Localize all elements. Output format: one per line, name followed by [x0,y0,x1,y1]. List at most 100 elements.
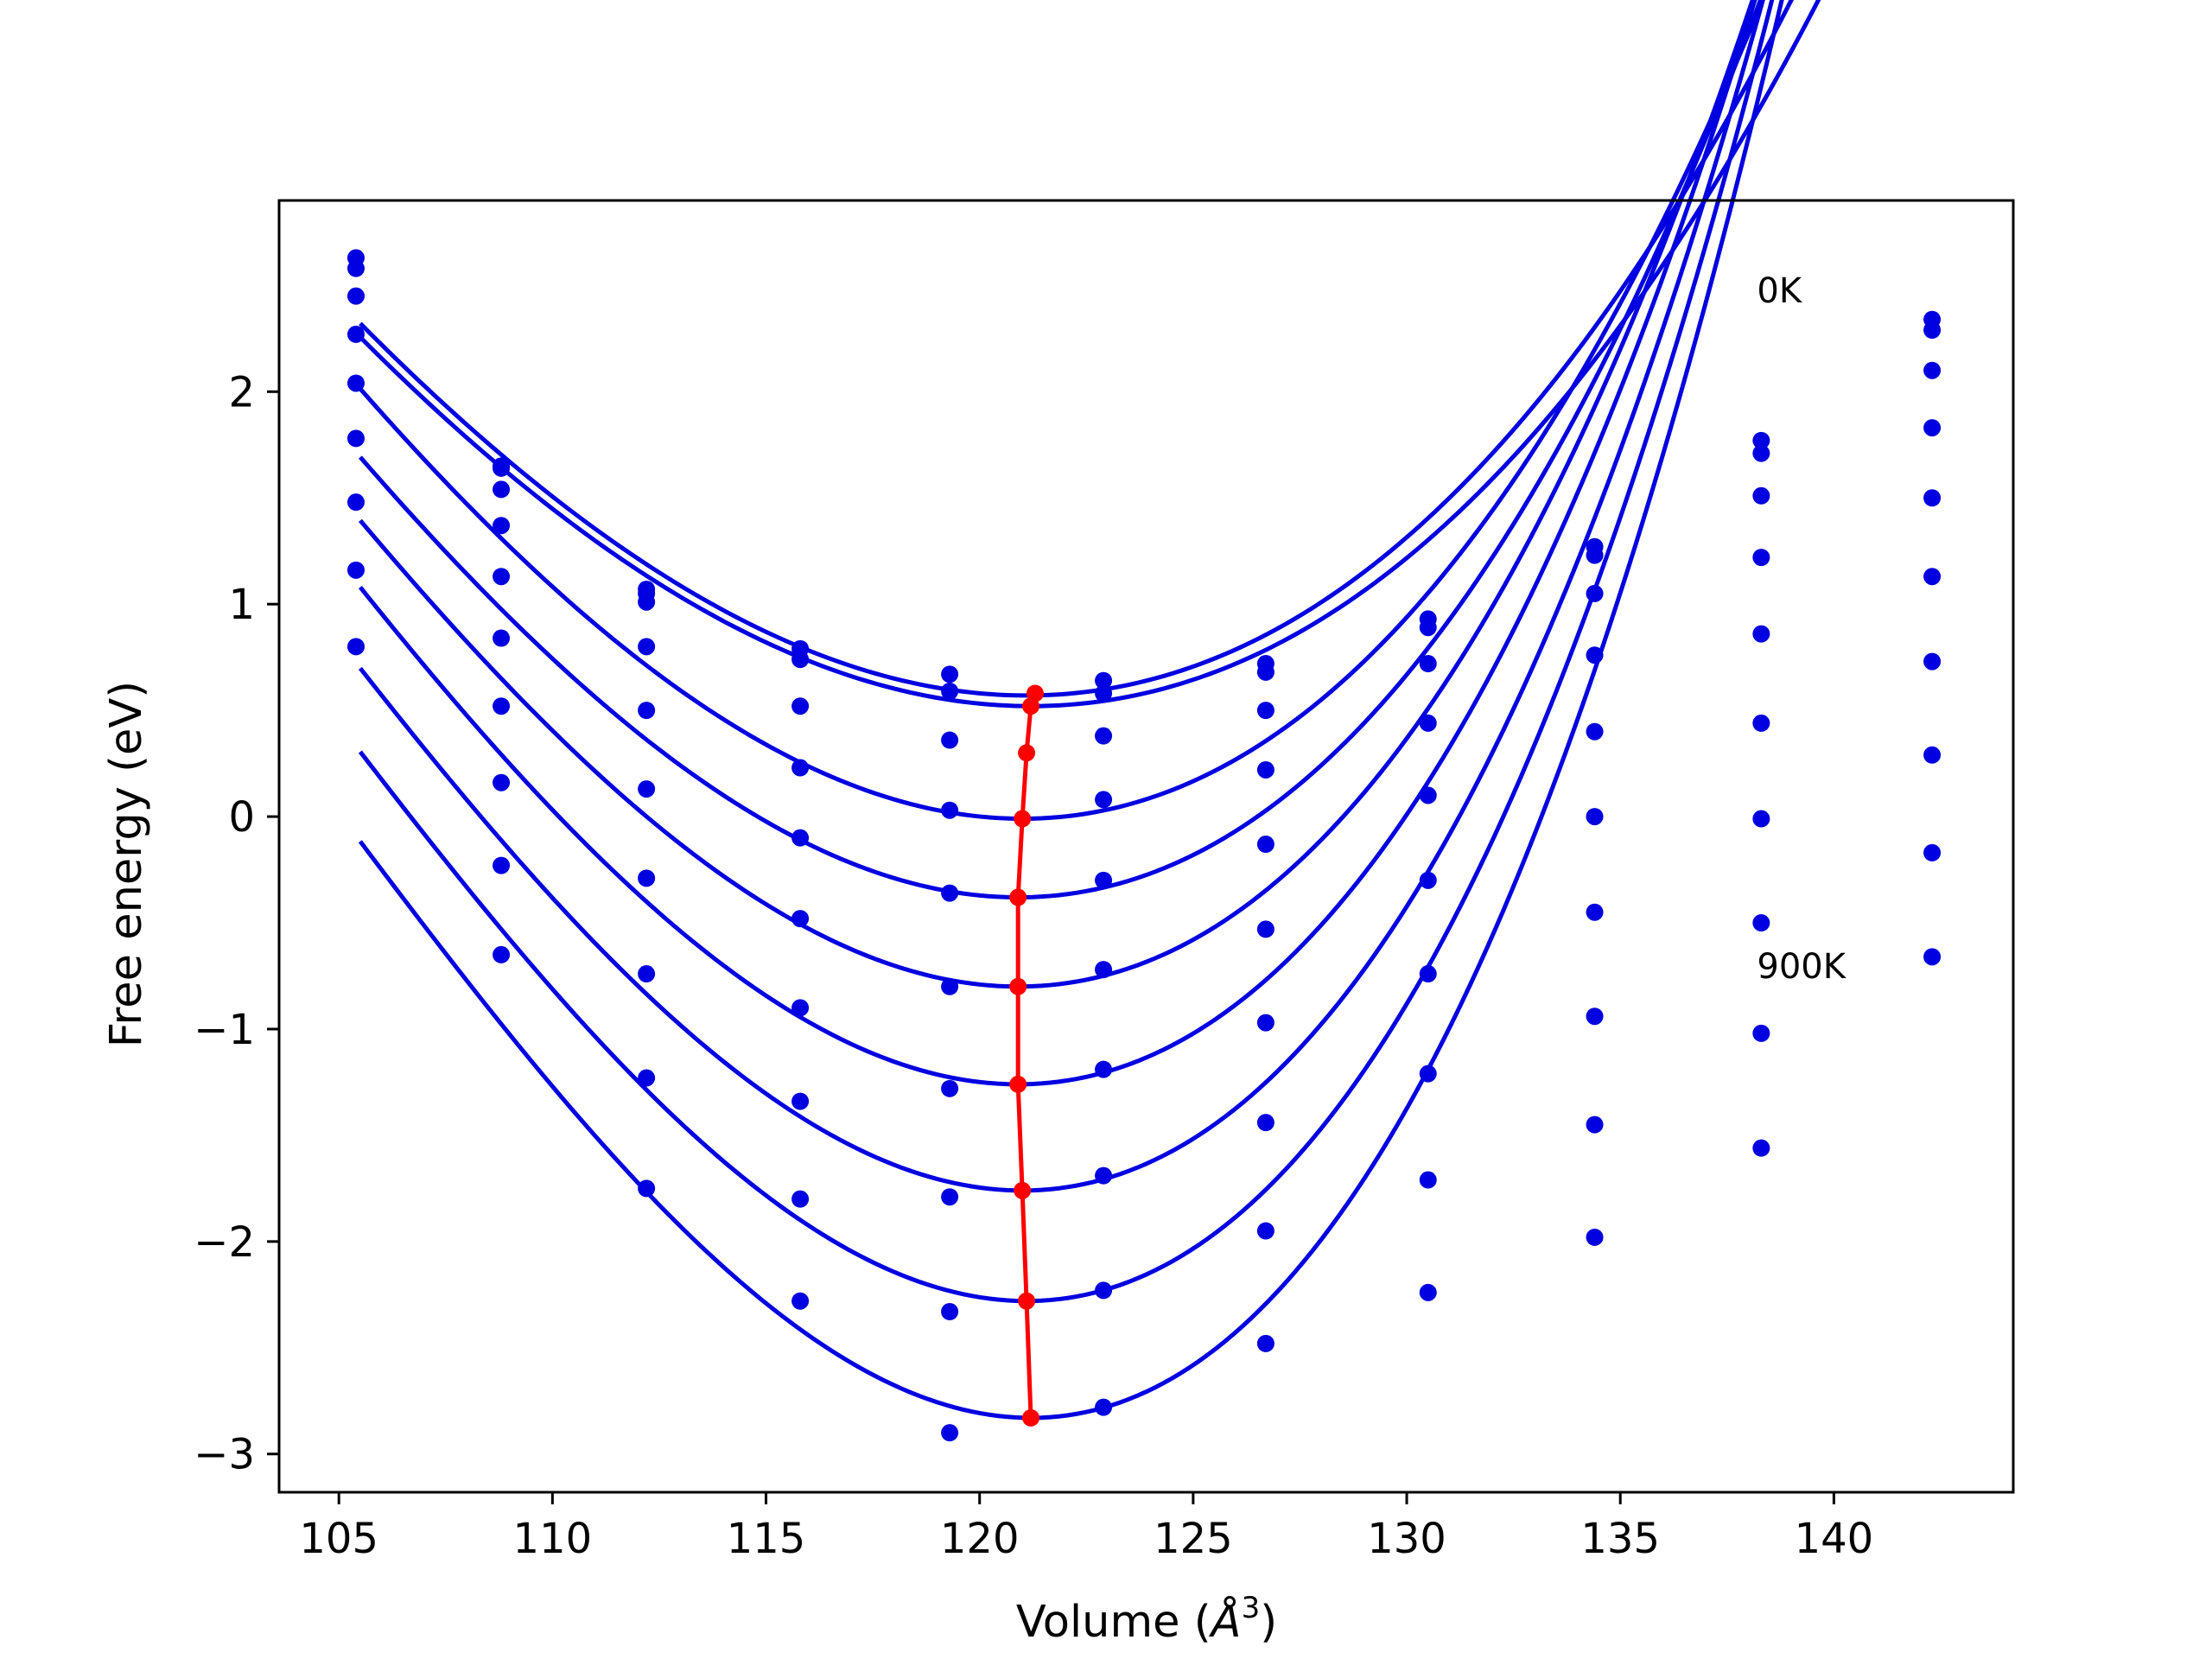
axes-frame [277,199,2015,1494]
data-point-s8-6 [1095,1166,1113,1185]
data-point-s4-10 [1752,549,1770,567]
data-point-s10-2 [493,945,511,963]
data-point-s10-6 [1095,1398,1113,1416]
data-point-s8-8 [1419,1065,1437,1083]
data-point-s5-3 [638,702,656,720]
data-point-s3-4 [791,697,810,715]
data-point-s9-7 [1256,1222,1274,1240]
data-point-s3-10 [1752,486,1770,505]
x-tick-label-115: 115 [727,1515,806,1563]
y-tick-label-1: −2 [194,1218,255,1267]
data-point-s4-9 [1586,646,1604,664]
data-point-s2-10 [1752,444,1770,462]
minimum-point-6 [1009,977,1027,995]
x-axis-label: Volume (Å3) [1016,1591,1277,1648]
data-point-s4-2 [493,517,511,535]
data-point-s1-10 [1752,431,1770,449]
data-point-s6-1 [346,429,365,448]
data-point-s10-5 [941,1424,959,1442]
data-point-s3-6 [1095,727,1113,745]
y-tick-label-3: 0 [228,793,255,842]
data-point-s9-11 [1923,843,1942,861]
data-point-s5-11 [1923,489,1942,507]
data-point-s10-9 [1586,1228,1604,1246]
data-point-s2-6 [1095,684,1113,702]
minimum-point-3 [1018,744,1036,762]
data-point-s7-6 [1095,1060,1113,1078]
minimum-point-7 [1009,1075,1027,1093]
y-tick-label-2: −1 [194,1006,255,1054]
data-point-s10-7 [1256,1334,1274,1352]
data-point-s3-9 [1586,584,1604,602]
y-tick-label-5: 2 [228,368,255,416]
data-point-s5-10 [1752,625,1770,643]
data-point-s9-5 [941,1302,959,1320]
data-point-s2-5 [941,683,959,701]
data-point-s8-2 [493,773,511,791]
data-point-s2-2 [493,459,511,477]
data-point-s4-4 [791,759,810,777]
data-point-s4-3 [638,638,656,656]
data-point-s9-10 [1752,1024,1770,1042]
data-point-s9-6 [1095,1281,1113,1300]
data-point-s9-1 [346,638,365,656]
data-point-s7-11 [1923,652,1942,671]
data-point-s6-10 [1752,714,1770,732]
data-point-s7-3 [638,869,656,887]
data-point-s6-7 [1256,920,1274,938]
data-point-s7-5 [941,1079,959,1097]
data-point-s4-5 [941,801,959,819]
data-point-s4-11 [1923,419,1942,437]
data-point-s1-5 [941,665,959,683]
data-point-s5-1 [346,374,365,392]
data-point-s8-11 [1923,746,1942,764]
x-tick-label-120: 120 [940,1515,1020,1563]
fit-curve-6 [358,0,1758,1087]
annotation-900k: 900K [1757,947,1847,987]
x-tick-label-110: 110 [513,1515,593,1563]
data-point-s10-10 [1752,1139,1770,1157]
data-point-s6-9 [1586,808,1604,826]
data-point-s7-8 [1419,965,1437,983]
minimum-point-9 [1018,1292,1036,1310]
fit-curve-5 [359,0,1755,989]
fit-curve-8 [358,0,1775,1304]
data-point-s3-3 [638,593,656,611]
data-point-s10-11 [1923,948,1942,966]
data-point-s8-7 [1256,1114,1274,1132]
data-point-s4-8 [1419,714,1437,732]
data-point-s3-1 [346,287,365,305]
data-point-s9-4 [791,1190,810,1208]
plot-area [346,0,1942,1442]
fit-curve-1 [359,0,1794,698]
minimum-point-4 [1014,810,1032,828]
x-tick-label-140: 140 [1795,1515,1874,1563]
minimum-point-10 [1022,1408,1040,1427]
x-tick-label-135: 135 [1580,1515,1660,1563]
data-point-s2-9 [1586,546,1604,564]
data-point-s1-6 [1095,671,1113,690]
data-point-s7-1 [346,493,365,512]
data-point-s9-2 [493,856,511,874]
data-point-s8-5 [941,1188,959,1206]
data-point-s5-4 [791,829,810,847]
data-point-s10-3 [638,1179,656,1198]
axes: 105 110 115 120 125 130 135 140 −3 −2 −1 0 1 2 [194,199,2015,1563]
data-point-s4-7 [1256,760,1274,779]
data-point-s5-7 [1256,836,1274,854]
x-tick-label-105: 105 [299,1515,378,1563]
fit-curve-3 [359,0,1765,822]
y-axis-label: Free energy (eV) [101,681,152,1047]
fit-curve-7 [358,0,1765,1193]
minimum-point-2 [1022,697,1040,715]
x-tick-label-130: 130 [1367,1515,1446,1563]
data-point-s6-2 [493,629,511,647]
data-point-s8-10 [1752,914,1770,932]
data-point-s5-8 [1419,786,1437,804]
data-point-s10-4 [791,1292,810,1310]
data-point-s9-9 [1586,1116,1604,1134]
data-point-s7-9 [1586,903,1604,921]
minimum-point-8 [1014,1181,1032,1199]
